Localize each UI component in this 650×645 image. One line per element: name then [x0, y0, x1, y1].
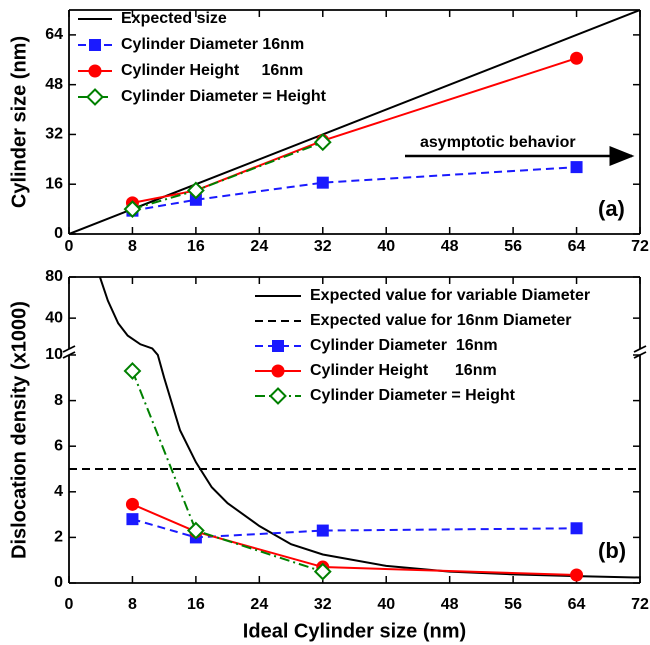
y-tick-label: 8	[54, 392, 63, 409]
legend-label: Cylinder Diameter = Height	[121, 88, 327, 105]
x-tick-label: 48	[441, 596, 459, 613]
x-tick-label: 0	[65, 596, 74, 613]
y-axis-title: Cylinder size (nm)	[8, 36, 30, 208]
series-line	[132, 503, 577, 577]
x-tick-label: 64	[568, 238, 586, 255]
annotation: (b)	[598, 538, 626, 563]
x-tick-label: 56	[504, 596, 522, 613]
annotation: (a)	[598, 196, 625, 221]
x-tick-label: 40	[377, 596, 395, 613]
x-tick-label: 16	[187, 238, 205, 255]
data-marker	[570, 161, 583, 174]
y-tick-label: 10	[45, 346, 63, 363]
data-marker	[316, 176, 329, 189]
axis-break	[633, 345, 647, 353]
x-tick-label: 24	[250, 596, 268, 613]
data-marker	[313, 562, 332, 581]
data-marker	[313, 133, 332, 152]
legend-label: Expected value for variable Diameter	[310, 287, 590, 304]
legend-label: Cylinder Height 16nm	[310, 362, 497, 379]
x-tick-label: 0	[65, 238, 74, 255]
y-tick-label: 2	[54, 529, 63, 546]
series-line	[131, 370, 324, 573]
legend-marker	[88, 64, 102, 78]
y-tick-label: 16	[45, 175, 63, 192]
x-tick-label: 56	[504, 238, 522, 255]
data-marker	[316, 524, 329, 537]
x-tick-label: 72	[631, 238, 649, 255]
data-marker	[570, 568, 584, 582]
y-tick-label: 4	[54, 483, 63, 500]
x-axis-title: Ideal Cylinder size (nm)	[243, 620, 466, 642]
data-marker	[570, 51, 584, 65]
y-tick-label: 40	[45, 309, 63, 326]
data-marker	[186, 181, 205, 200]
x-tick-label: 40	[377, 238, 395, 255]
data-marker	[123, 362, 142, 380]
legend-label: Cylinder Diameter 16nm	[310, 337, 498, 354]
x-tick-label: 24	[250, 238, 268, 255]
annotation: asymptotic behavior	[420, 134, 576, 151]
legend-label: Cylinder Diameter = Height	[310, 387, 516, 404]
y-tick-label: 6	[54, 437, 63, 454]
data-marker	[186, 521, 205, 540]
x-tick-label: 72	[631, 596, 649, 613]
y-tick-label: 48	[45, 76, 63, 93]
x-tick-label: 32	[314, 238, 332, 255]
legend-marker	[269, 387, 287, 405]
y-tick-label: 0	[54, 574, 63, 591]
legend-label: Expected value for 16nm Diameter	[310, 312, 571, 329]
axis-break	[62, 345, 76, 353]
legend-label: Cylinder Height 16nm	[121, 62, 303, 79]
y-axis-title: Dislocation density (x1000)	[8, 301, 30, 559]
series-line	[132, 518, 577, 539]
y-tick-label: 0	[54, 225, 63, 242]
x-tick-label: 8	[128, 596, 137, 613]
legend-marker	[272, 340, 284, 352]
data-marker	[126, 513, 139, 526]
x-tick-label: 64	[568, 596, 586, 613]
x-tick-label: 32	[314, 596, 332, 613]
legend-marker	[86, 88, 104, 106]
x-tick-label: 8	[128, 238, 137, 255]
y-tick-label: 80	[45, 268, 63, 285]
data-marker	[123, 200, 142, 219]
x-tick-label: 48	[441, 238, 459, 255]
data-marker	[125, 497, 139, 511]
legend-label: Cylinder Diameter 16nm	[121, 36, 304, 53]
series-line	[132, 166, 577, 212]
data-marker	[570, 522, 583, 535]
legend-label: Expected size	[121, 10, 227, 27]
y-tick-label: 64	[45, 26, 63, 43]
x-tick-label: 16	[187, 596, 205, 613]
plot-area	[69, 277, 640, 579]
y-tick-label: 32	[45, 126, 63, 143]
legend-marker	[89, 39, 101, 51]
data-marker	[189, 193, 202, 206]
legend-marker	[271, 364, 285, 378]
